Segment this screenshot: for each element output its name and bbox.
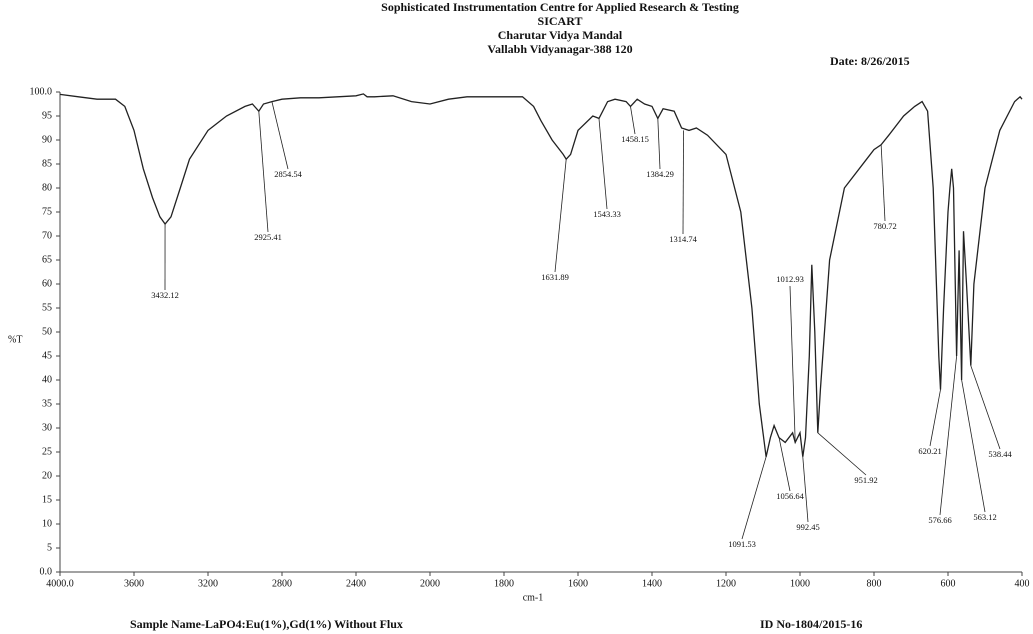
y-tick-label: 50 [42, 326, 52, 337]
peak-label: 951.92 [854, 475, 877, 485]
peak-leader [939, 355, 958, 516]
peak-label: 576.66 [928, 515, 951, 525]
peak-leader [630, 106, 636, 135]
peak-label: 1543.33 [593, 209, 621, 219]
peak-leader [880, 144, 886, 222]
x-tick-label: 800 [867, 578, 882, 589]
peak-label: 3432.12 [151, 290, 179, 300]
y-tick-label: 95 [42, 110, 52, 121]
peak-label: 1458.15 [621, 134, 649, 144]
y-tick-label: 30 [42, 422, 52, 433]
x-tick-label: 600 [941, 578, 956, 589]
title-line: Sophisticated Instrumentation Centre for… [381, 0, 739, 14]
y-tick-label: 100.0 [30, 86, 53, 97]
y-tick-label: 40 [42, 374, 52, 385]
peak-label: 2925.41 [254, 232, 282, 242]
peak-leader [554, 159, 567, 273]
x-tick-label: 1200 [716, 578, 736, 589]
y-tick-label: 55 [42, 302, 52, 313]
peak-label: 992.45 [796, 522, 819, 532]
peak-leader [802, 456, 809, 523]
spectrum-line [59, 93, 1023, 457]
sample-name: Sample Name-LaPO4:Eu(1%),Gd(1%) Without … [130, 617, 403, 631]
peak-label: 1631.89 [541, 272, 569, 282]
x-tick-label: 3600 [124, 578, 144, 589]
x-tick-label: 4000.0 [46, 578, 74, 589]
y-tick-label: 15 [42, 494, 52, 505]
x-tick-label: 3200 [198, 578, 218, 589]
y-tick-label: 35 [42, 398, 52, 409]
peak-leader [929, 389, 941, 447]
y-tick-label: 85 [42, 158, 52, 169]
y-tick-label: 60 [42, 278, 52, 289]
peak-leader [970, 365, 1001, 450]
peak-leader [961, 379, 986, 513]
title-line: Vallabh Vidyanagar-388 120 [487, 42, 632, 56]
peak-label: 1384.29 [646, 169, 674, 179]
title-line: Charutar Vidya Mandal [498, 28, 623, 42]
y-axis-label: %T [8, 334, 22, 345]
y-tick-label: 70 [42, 230, 52, 241]
peak-leader [598, 118, 608, 210]
peak-leader [682, 130, 684, 235]
peak-leader [778, 437, 791, 492]
peak-label: 538.44 [988, 449, 1012, 459]
y-tick-label: 25 [42, 446, 52, 457]
peak-leader [789, 285, 796, 443]
peak-label: 1314.74 [669, 234, 697, 244]
x-tick-label: 1600 [568, 578, 588, 589]
y-tick-label: 20 [42, 470, 52, 481]
peak-leader [271, 101, 289, 170]
peak-label: 1012.93 [776, 274, 804, 284]
y-tick-label: 5 [47, 542, 52, 553]
peak-label: 780.72 [873, 221, 896, 231]
y-tick-label: 0.0 [40, 566, 53, 577]
x-tick-label: 2800 [272, 578, 292, 589]
peak-leader [657, 118, 661, 170]
peak-label: 2854.54 [274, 169, 302, 179]
peak-leader [258, 111, 269, 233]
peak-label: 1056.64 [776, 491, 804, 501]
id-number: ID No-1804/2015-16 [760, 617, 862, 631]
date: Date: 8/26/2015 [830, 54, 910, 68]
x-tick-label: 2400 [346, 578, 366, 589]
y-tick-label: 80 [42, 182, 52, 193]
peak-leader [817, 432, 867, 476]
peak-label: 563.12 [973, 512, 996, 522]
x-tick-label: 1800 [494, 578, 514, 589]
y-tick-label: 10 [42, 518, 52, 529]
peak-label: 620.21 [918, 446, 941, 456]
title-line: SICART [538, 14, 583, 28]
x-axis-label: cm-1 [523, 592, 544, 603]
peak-leader [741, 456, 767, 540]
y-tick-label: 75 [42, 206, 52, 217]
y-tick-label: 65 [42, 254, 52, 265]
x-tick-label: 1000 [790, 578, 810, 589]
x-tick-label: 400 [1015, 578, 1030, 589]
peak-label: 1091.53 [728, 539, 756, 549]
x-tick-label: 1400 [642, 578, 662, 589]
y-tick-label: 45 [42, 350, 52, 361]
y-tick-label: 90 [42, 134, 52, 145]
x-tick-label: 2000 [420, 578, 440, 589]
